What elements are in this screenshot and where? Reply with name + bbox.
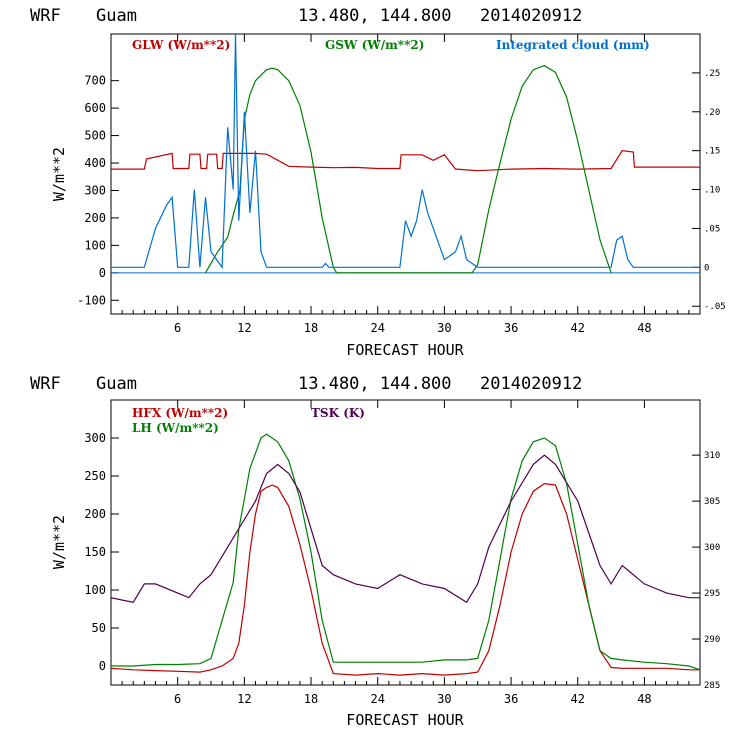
- series-line-lh: [111, 433, 700, 671]
- y2-tick-label: 0: [704, 263, 709, 273]
- panel2-legend-tsk: TSK (K): [311, 406, 365, 420]
- x-tick-label: 6: [174, 692, 181, 706]
- x-tick-label: 36: [504, 692, 518, 706]
- y2-tick-label: 295: [704, 589, 720, 599]
- panel2-coords: 13.480, 144.800: [298, 374, 452, 394]
- panel2-chart: 6 12 18 24 30 36 42 48 0 50 100 150 200 250 300 285 29…: [50, 399, 720, 729]
- y-tick-label: 250: [84, 469, 106, 483]
- x-tick-label: 30: [437, 692, 451, 706]
- y-tick-label: -100: [77, 293, 106, 307]
- y2-tick-label: .15: [704, 147, 720, 157]
- panel1-model: WRF: [30, 6, 61, 26]
- y-tick-label: 600: [84, 101, 106, 115]
- panel1-init-time: 2014020912: [480, 6, 582, 26]
- panel2-init-time: 2014020912: [480, 374, 582, 394]
- panel2-y-axis: 0 50 100 150 200 250 300: [84, 431, 119, 673]
- panel2-y2-axis: 285 290 295 300 305 310: [692, 451, 720, 691]
- panel1-legend-glw: GLW (W/m**2): [132, 38, 230, 52]
- panel2-location: Guam: [96, 374, 137, 394]
- y-tick-label: 300: [84, 183, 106, 197]
- y2-tick-label: 290: [704, 635, 720, 645]
- panel1-chart: 6 12 18 24 30 36 42 48 -100 0 100 200 300 400 500 600 7…: [50, 33, 726, 359]
- y-tick-label: 700: [84, 74, 106, 88]
- x-tick-label: 42: [571, 321, 585, 335]
- panel1-ylabel: W/m**2: [50, 147, 68, 201]
- x-tick-label: 18: [304, 321, 318, 335]
- panel1-xlabel: FORECAST HOUR: [346, 341, 464, 359]
- panel1-header: WRF Guam 13.480, 144.800 2014020912: [30, 6, 582, 26]
- series-line-glw: [111, 150, 700, 172]
- panel2-model: WRF: [30, 374, 61, 394]
- y-tick-label: 300: [84, 431, 106, 445]
- panel2-xlabel: FORECAST HOUR: [346, 711, 464, 729]
- x-tick-label: 36: [504, 321, 518, 335]
- panel1-coords: 13.480, 144.800: [298, 6, 452, 26]
- y-tick-label: 500: [84, 129, 106, 143]
- y-tick-label: 150: [84, 545, 106, 559]
- y-tick-label: 100: [84, 238, 106, 252]
- x-tick-label: 30: [437, 321, 451, 335]
- x-tick-label: 12: [237, 692, 251, 706]
- y-tick-label: 100: [84, 583, 106, 597]
- panel1-plot-frame: [110, 33, 701, 315]
- series-line-integrated: [111, 34, 700, 270]
- panel1-y2-axis: -.05 0 .05 .10 .15 .20 .25: [692, 69, 726, 312]
- y2-tick-label: 300: [704, 543, 720, 553]
- x-tick-label: 48: [637, 321, 651, 335]
- y2-tick-label: .20: [704, 108, 720, 118]
- panel1-x-axis: 6 12 18 24 30 36 42 48: [121, 34, 690, 335]
- x-tick-label: 12: [237, 321, 251, 335]
- y-tick-label: 200: [84, 211, 106, 225]
- y-tick-label: 50: [92, 621, 106, 635]
- x-tick-label: 18: [304, 692, 318, 706]
- panel2-legend-hfx: HFX (W/m**2): [132, 406, 228, 420]
- y2-tick-label: .05: [704, 224, 720, 234]
- panel2-header: WRF Guam 13.480, 144.800 2014020912: [30, 374, 582, 394]
- panel1-legend-gsw: GSW (W/m**2): [325, 38, 424, 52]
- x-tick-label: 48: [637, 692, 651, 706]
- panel1-location: Guam: [96, 6, 137, 26]
- panel2-legend-lh: LH (W/m**2): [132, 421, 219, 435]
- panel1-series: [111, 34, 700, 274]
- panel2-x-axis: 6 12 18 24 30 36 42 48: [121, 400, 690, 706]
- panel2-series: [111, 433, 700, 676]
- x-tick-label: 6: [174, 321, 181, 335]
- y2-tick-label: 285: [704, 681, 720, 691]
- series-line-tsk: [111, 454, 700, 604]
- series-line-hfx: [111, 482, 700, 676]
- x-tick-label: 24: [370, 321, 384, 335]
- y-tick-label: 0: [99, 266, 106, 280]
- panel1-legend-cloud: Integrated cloud (mm): [496, 38, 650, 52]
- y2-tick-label: -.05: [704, 302, 726, 312]
- x-tick-label: 42: [571, 692, 585, 706]
- y2-tick-label: .10: [704, 186, 720, 196]
- y-tick-label: 0: [99, 659, 106, 673]
- panel2-ylabel: W/m**2: [50, 515, 68, 569]
- y2-tick-label: .25: [704, 69, 720, 79]
- panel2-plot-frame: [110, 399, 701, 686]
- series-line-gsw: [204, 64, 612, 274]
- y-tick-label: 200: [84, 507, 106, 521]
- y2-tick-label: 305: [704, 497, 720, 507]
- y-tick-label: 400: [84, 156, 106, 170]
- y2-tick-label: 310: [704, 451, 720, 461]
- x-tick-label: 24: [370, 692, 384, 706]
